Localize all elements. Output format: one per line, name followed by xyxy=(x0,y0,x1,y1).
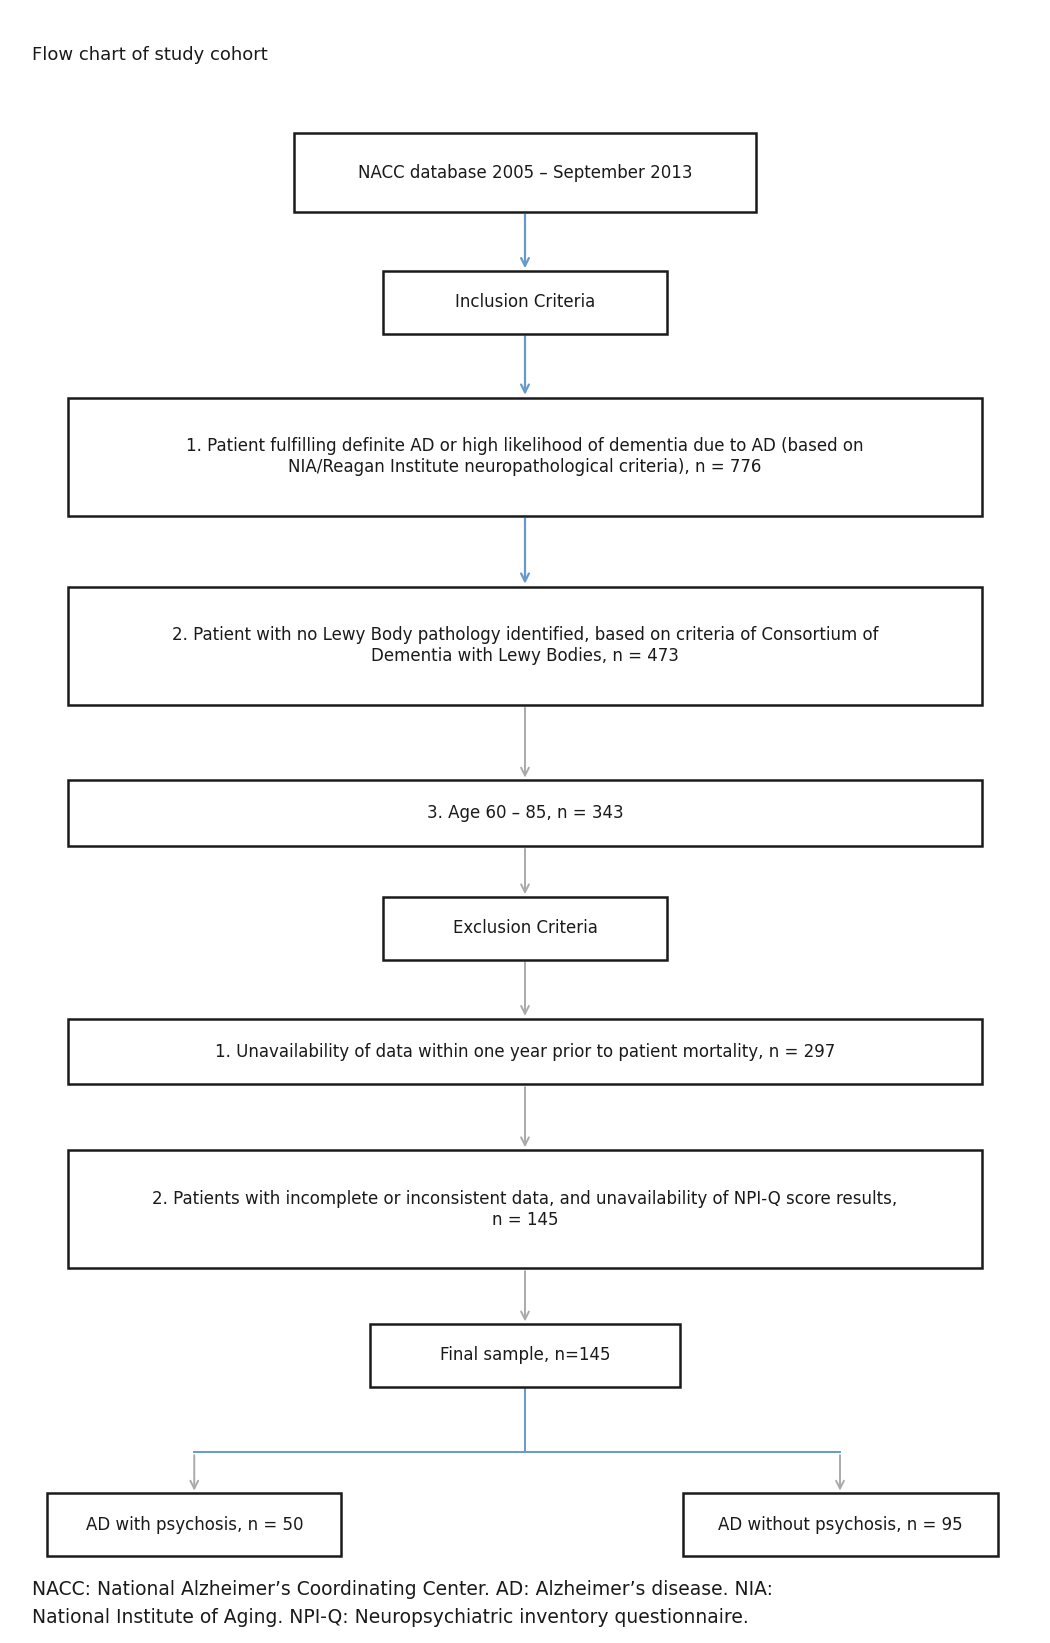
FancyBboxPatch shape xyxy=(68,1019,982,1084)
Text: NACC database 2005 – September 2013: NACC database 2005 – September 2013 xyxy=(358,164,692,181)
Text: National Institute of Aging. NPI-Q: Neuropsychiatric inventory questionnaire.: National Institute of Aging. NPI-Q: Neur… xyxy=(32,1607,749,1627)
FancyBboxPatch shape xyxy=(68,780,982,846)
FancyBboxPatch shape xyxy=(371,1324,680,1387)
FancyBboxPatch shape xyxy=(47,1493,341,1556)
Text: 1. Unavailability of data within one year prior to patient mortality, n = 297: 1. Unavailability of data within one yea… xyxy=(215,1043,835,1060)
Text: 1. Patient fulfilling definite AD or high likelihood of dementia due to AD (base: 1. Patient fulfilling definite AD or hig… xyxy=(186,437,864,476)
Text: AD without psychosis, n = 95: AD without psychosis, n = 95 xyxy=(718,1516,962,1533)
FancyBboxPatch shape xyxy=(68,1150,982,1268)
Text: Inclusion Criteria: Inclusion Criteria xyxy=(455,294,595,311)
FancyBboxPatch shape xyxy=(383,897,667,960)
FancyBboxPatch shape xyxy=(68,398,982,516)
Text: Final sample, n=145: Final sample, n=145 xyxy=(440,1347,610,1364)
Text: 2. Patient with no Lewy Body pathology identified, based on criteria of Consorti: 2. Patient with no Lewy Body pathology i… xyxy=(172,626,878,665)
FancyBboxPatch shape xyxy=(294,133,756,212)
Text: NACC: National Alzheimer’s Coordinating Center. AD: Alzheimer’s disease. NIA:: NACC: National Alzheimer’s Coordinating … xyxy=(32,1579,773,1599)
Text: Exclusion Criteria: Exclusion Criteria xyxy=(453,920,597,937)
FancyBboxPatch shape xyxy=(68,587,982,705)
FancyBboxPatch shape xyxy=(383,271,667,334)
Text: 2. Patients with incomplete or inconsistent data, and unavailability of NPI-Q sc: 2. Patients with incomplete or inconsist… xyxy=(152,1190,898,1229)
Text: AD with psychosis, n = 50: AD with psychosis, n = 50 xyxy=(85,1516,303,1533)
FancyBboxPatch shape xyxy=(682,1493,998,1556)
Text: Flow chart of study cohort: Flow chart of study cohort xyxy=(32,46,268,64)
Text: 3. Age 60 – 85, n = 343: 3. Age 60 – 85, n = 343 xyxy=(426,805,624,822)
